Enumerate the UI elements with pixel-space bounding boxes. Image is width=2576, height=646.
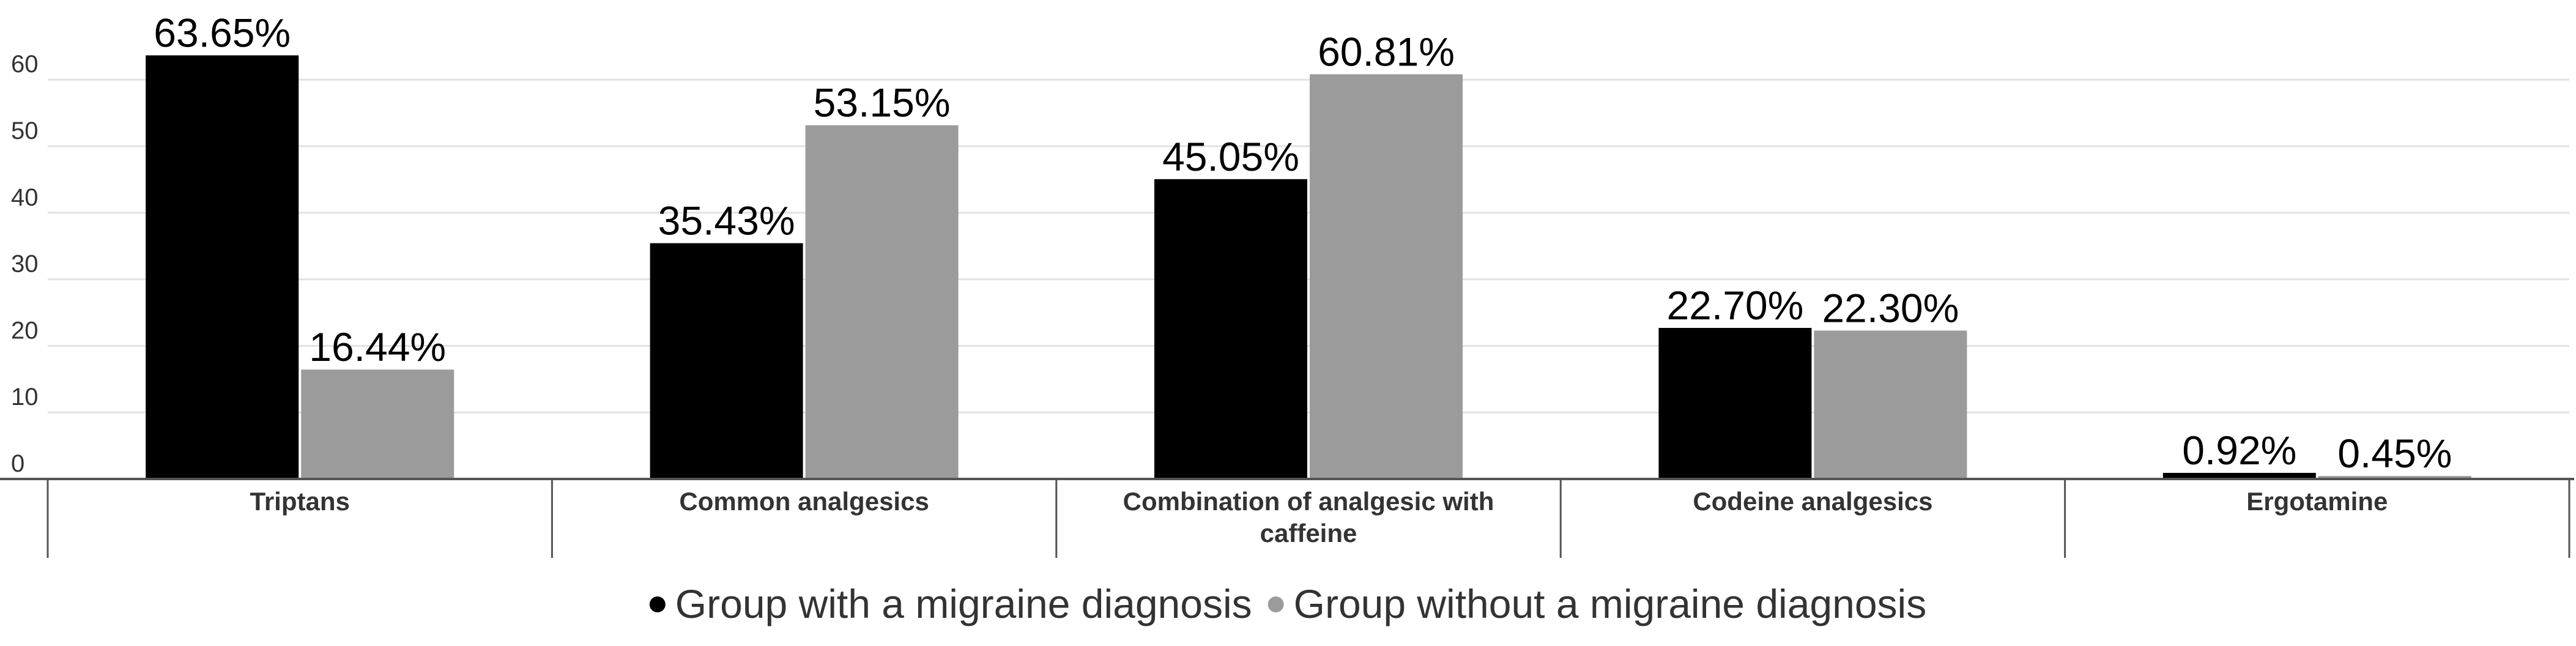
y-tick-label: 50: [11, 117, 39, 144]
y-tick-label: 30: [11, 251, 39, 278]
bar-series1-cat5: [2162, 472, 2316, 479]
x-tick-label: Triptans: [250, 487, 350, 516]
data-label: 53.15%: [814, 80, 951, 125]
data-labels: 63.65% 16.44% 35.43% 53.15% 45.05% 60.81% 22.7…: [154, 10, 2452, 476]
bar-series2-cat5: [2318, 476, 2471, 479]
data-label: 63.65%: [154, 10, 291, 55]
data-label: 0.45%: [2337, 431, 2452, 476]
data-label: 60.81%: [1318, 29, 1455, 74]
data-label: 16.44%: [309, 324, 446, 369]
bar-series2-cat1: [301, 369, 455, 479]
y-tick-label: 10: [11, 384, 39, 410]
grid-lines: [48, 78, 2569, 414]
legend-label: Group with a migraine diagnosis: [675, 581, 1252, 626]
bars: [146, 55, 2471, 480]
x-tick-label: Codeine analgesics: [1693, 487, 1932, 516]
y-tick-label: 0: [11, 450, 24, 477]
x-tick-label: Ergotamine: [2246, 487, 2388, 516]
bar-series1-cat4: [1658, 328, 1812, 479]
legend: Group with a migraine diagnosis Group wit…: [649, 581, 1927, 626]
bar-series1-cat1: [146, 55, 299, 480]
x-tick-label: Common analgesics: [679, 487, 929, 516]
data-label: 35.43%: [658, 198, 795, 243]
bar-series2-cat2: [805, 125, 959, 479]
data-label: 22.30%: [1822, 285, 1959, 330]
x-tick-label: Combination of analgesic with caffeine: [1123, 487, 1494, 548]
x-axis: Triptans Common analgesics Combination of …: [0, 478, 2574, 558]
legend-marker: [1268, 596, 1284, 612]
bar-series1-cat2: [650, 243, 803, 479]
y-tick-label: 20: [11, 317, 39, 344]
legend-marker: [649, 596, 666, 612]
y-axis-ticks: 0 10 20 30 40 50 60: [11, 51, 39, 477]
bar-series2-cat3: [1310, 74, 1463, 479]
data-label: 45.05%: [1162, 134, 1299, 179]
y-tick-label: 60: [11, 51, 39, 78]
bar-series1-cat3: [1154, 179, 1307, 479]
bar-series2-cat4: [1814, 330, 1967, 479]
y-tick-label: 40: [11, 184, 39, 211]
data-label: 22.70%: [1666, 283, 1803, 328]
data-label: 0.92%: [2182, 428, 2296, 473]
legend-label: Group without a migraine diagnosis: [1294, 581, 1927, 626]
